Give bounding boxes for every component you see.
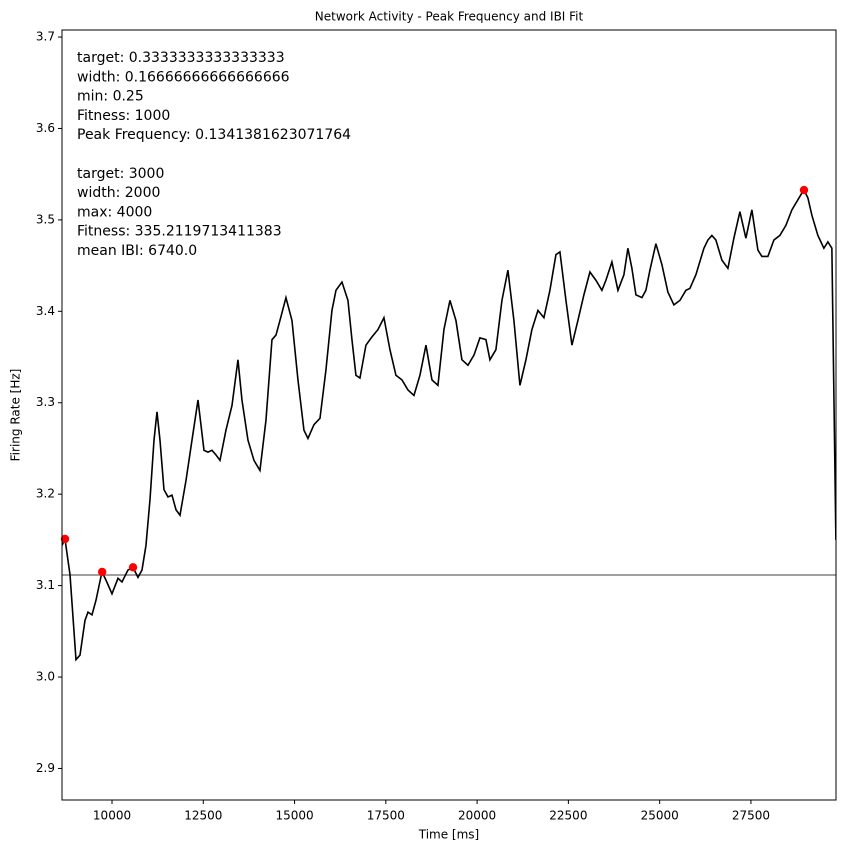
annotation: target: 0.3333333333333333 [77,50,285,66]
x-tick-label: 20000 [458,809,496,823]
annotation: width: 2000 [77,185,160,201]
peak-point [97,567,107,577]
annotation: Fitness: 335.2119713411383 [77,224,282,240]
chart-title: Network Activity - Peak Frequency and IB… [315,10,584,24]
y-tick-label: 3.7 [36,30,55,44]
y-tick-label: 3.2 [36,487,55,501]
y-tick-label: 3.6 [36,121,55,135]
annotation: max: 4000 [77,204,152,220]
y-tick-label: 3.3 [36,395,55,409]
x-axis-label: Time [ms] [418,828,480,842]
peak-point [60,534,70,544]
y-tick-label: 2.9 [36,761,55,775]
y-tick-label: 3.5 [36,212,55,226]
plot-frame [61,29,837,801]
annotation: Fitness: 1000 [77,108,170,124]
firing-rate-line [62,188,836,662]
x-tick-label: 10000 [93,809,131,823]
y-tick-label: 3.4 [36,304,55,318]
x-tick-label: 27500 [732,809,770,823]
annotation: min: 0.25 [77,89,144,105]
y-tick-label: 3.1 [36,578,55,592]
annotation: Peak Frequency: 0.1341381623071764 [77,127,351,143]
annotation: target: 3000 [77,166,164,182]
annotation: mean IBI: 6740.0 [77,243,197,259]
x-tick-label: 25000 [641,809,679,823]
x-tick-label: 22500 [549,809,587,823]
x-tick-label: 15000 [275,809,313,823]
y-tick-label: 3.0 [36,670,55,684]
annotation: width: 0.16666666666666666 [77,69,290,85]
peak-point [799,185,809,195]
x-tick-label: 17500 [367,809,405,823]
y-axis-label: Firing Rate [Hz] [9,369,23,462]
x-tick-label: 12500 [184,809,222,823]
peak-point [128,563,138,572]
